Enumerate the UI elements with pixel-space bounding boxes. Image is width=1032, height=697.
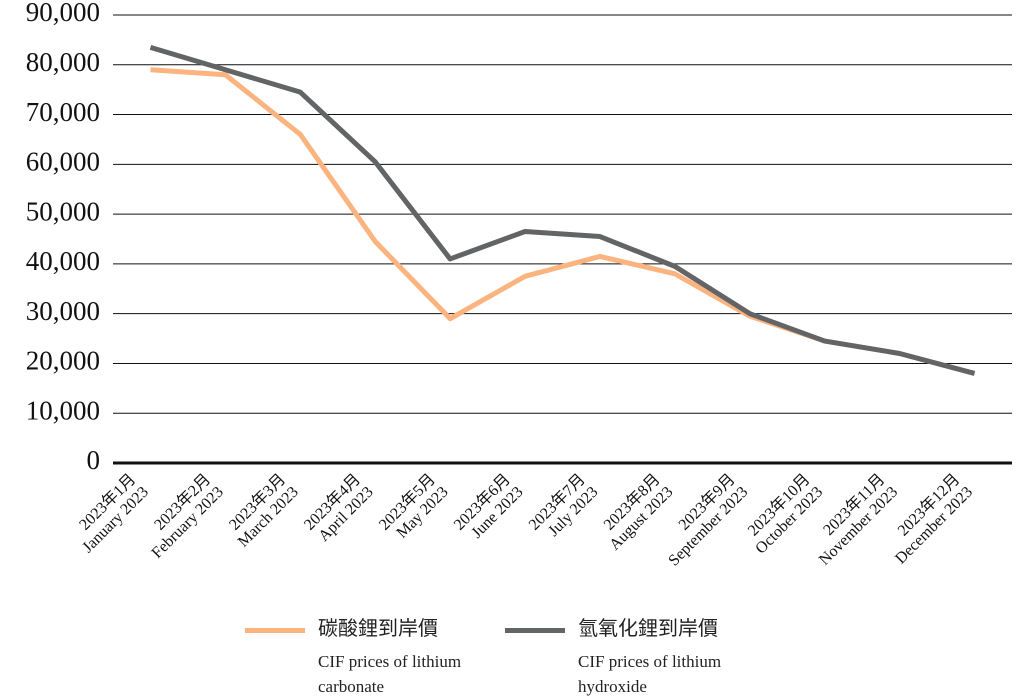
y-tick-label: 20,000 xyxy=(26,346,100,376)
legend-label-en: CIF prices of lithium carbonate xyxy=(318,652,462,696)
legend-entry: 碳酸鋰到岸價 CIF prices of lithium carbonate xyxy=(318,616,503,697)
y-tick-label: 0 xyxy=(87,445,101,475)
legend-label: 碳酸鋰到岸價 xyxy=(318,616,438,640)
y-tick-label: 80,000 xyxy=(26,47,100,77)
legend-swatch xyxy=(505,628,565,633)
legend-label-en: CIF prices of lithium hydroxide xyxy=(578,652,722,696)
series-line xyxy=(149,44,976,376)
y-tick-label: 60,000 xyxy=(26,147,100,177)
y-tick-label: 40,000 xyxy=(26,246,100,276)
y-tick-label: 10,000 xyxy=(26,395,100,425)
legend-swatch xyxy=(245,628,305,633)
legend-label: 氫氧化鋰到岸價 xyxy=(578,616,718,640)
y-tick-label: 30,000 xyxy=(26,296,100,326)
y-tick-label: 90,000 xyxy=(26,0,100,27)
y-tick-label: 50,000 xyxy=(26,196,100,226)
legend-entry: 氫氧化鋰到岸價 CIF prices of lithium hydroxide xyxy=(578,616,763,697)
y-tick-label: 70,000 xyxy=(26,97,100,127)
series-line xyxy=(150,67,976,376)
